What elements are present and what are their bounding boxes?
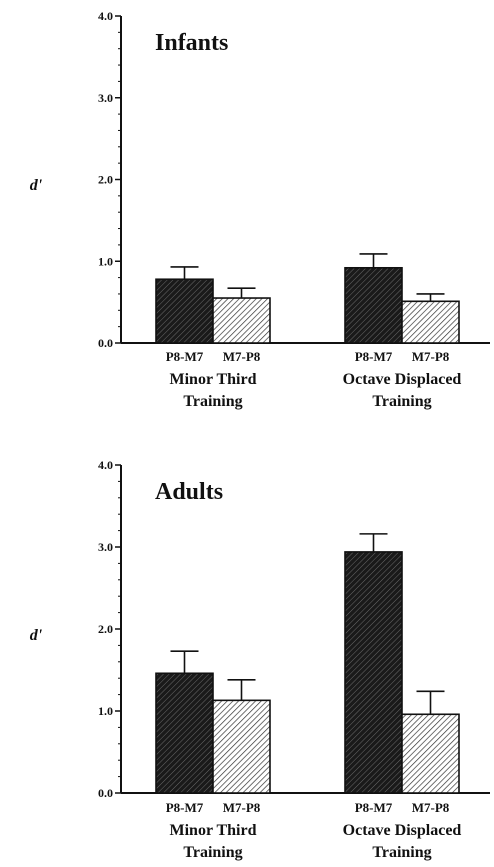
- group-label-line2: Training: [372, 844, 431, 861]
- group-label-line2: Training: [183, 393, 242, 410]
- group-label-line2: Training: [183, 844, 242, 861]
- bar-m7-p8: [401, 300, 460, 344]
- y-tick-label: 0.0: [98, 336, 113, 350]
- y-axis-label: d': [30, 627, 43, 644]
- category-label: P8-M7: [166, 349, 204, 364]
- category-label: M7-P8: [223, 800, 261, 815]
- y-tick-label: 1.0: [98, 254, 113, 268]
- group-label-line1: Minor Third: [170, 371, 257, 388]
- bar-m7-p8: [212, 699, 271, 794]
- y-tick-label: 0.0: [98, 786, 113, 800]
- y-tick-label: 2.0: [98, 622, 113, 636]
- group-label-line1: Octave Displaced: [343, 822, 462, 839]
- panel-title: Adults: [155, 479, 223, 505]
- category-label: M7-P8: [223, 349, 261, 364]
- bar-p8-m7: [344, 266, 403, 344]
- y-tick-label: 3.0: [98, 91, 113, 105]
- bar-p8-m7: [155, 278, 214, 344]
- group-label-line1: Minor Third: [170, 822, 257, 839]
- category-label: P8-M7: [355, 349, 393, 364]
- y-tick-label: 4.0: [98, 9, 113, 23]
- y-tick-label: 2.0: [98, 173, 113, 187]
- group-label-line1: Octave Displaced: [343, 371, 462, 388]
- category-label: P8-M7: [166, 800, 204, 815]
- category-label: P8-M7: [355, 800, 393, 815]
- category-label: M7-P8: [412, 349, 450, 364]
- bar-m7-p8: [401, 713, 460, 794]
- y-tick-label: 4.0: [98, 458, 113, 472]
- category-label: M7-P8: [412, 800, 450, 815]
- group-label-line2: Training: [372, 393, 431, 410]
- bar-p8-m7: [344, 551, 403, 794]
- y-tick-label: 1.0: [98, 704, 113, 718]
- adults-panel: 0.0 1.0 2.0 3.0 4.0 Adults d' P8-M7 M7-P8 P8-M7 M7…: [30, 458, 490, 861]
- y-axis-label: d': [30, 177, 43, 194]
- bar-p8-m7: [155, 672, 214, 794]
- panel-title: Infants: [155, 30, 228, 56]
- infants-panel: 0.0 1.0 2.0 3.0 4.0 Infants d' P8-M7 M7-P8 P8-M7 M…: [30, 9, 490, 410]
- y-tick-label: 3.0: [98, 540, 113, 554]
- bar-m7-p8: [212, 297, 271, 344]
